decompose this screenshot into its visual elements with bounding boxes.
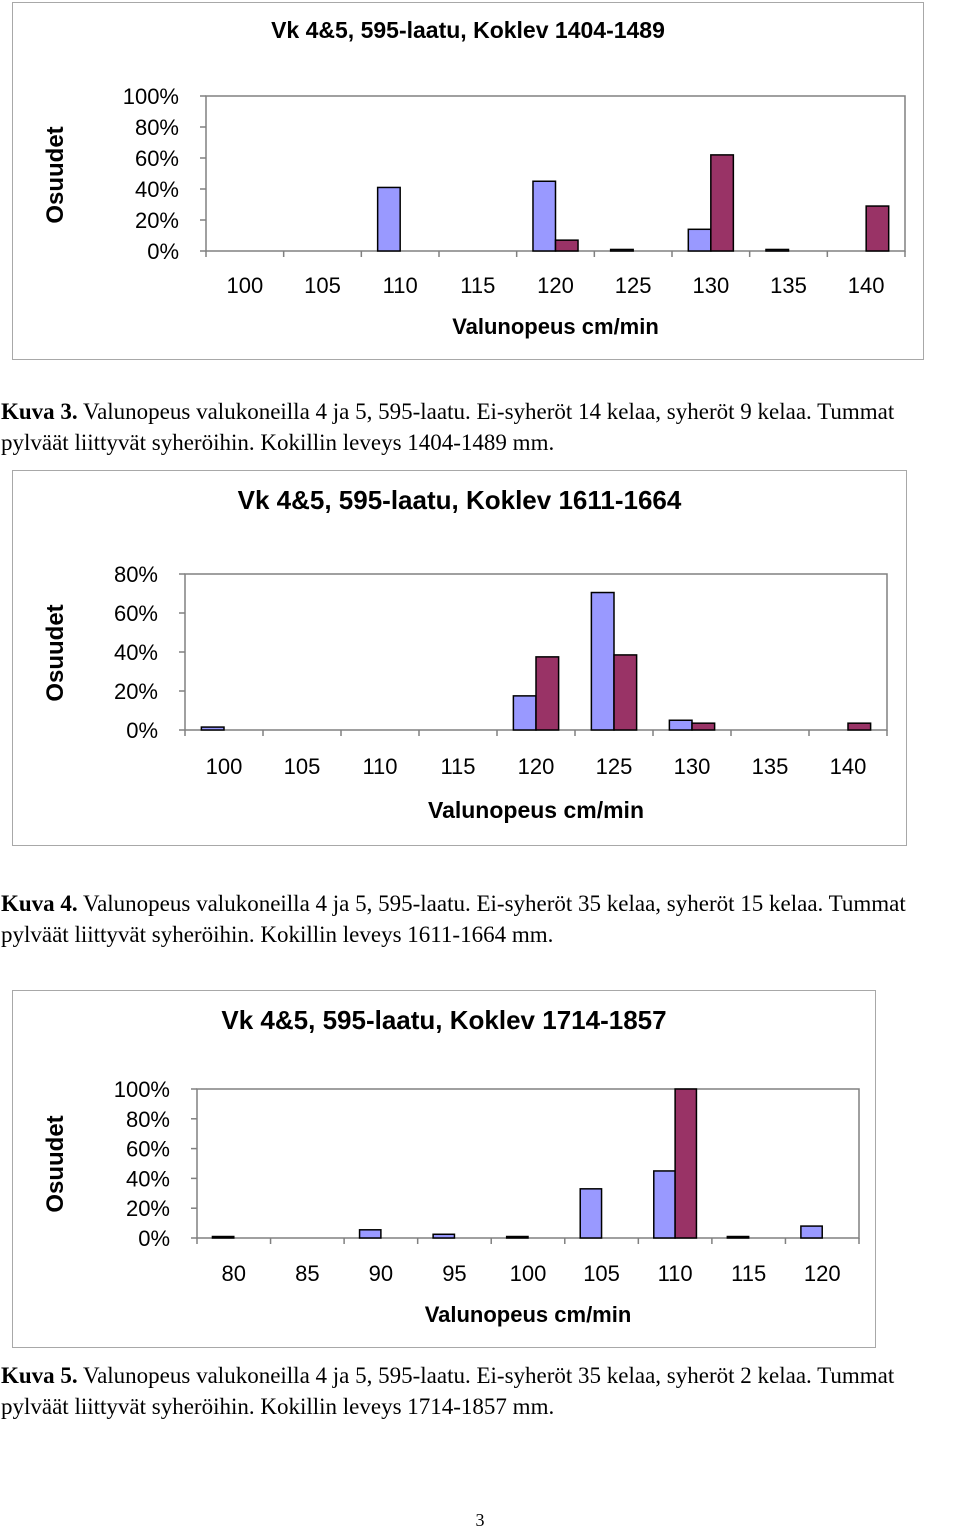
x-tick-label: 120 [518,754,555,779]
chart-1-box: Vk 4&5, 595-laatu, Koklev 1404-1489 0% 20… [12,2,924,360]
bar-light-125 [609,248,634,252]
caption-kuva-4: Kuva 4. Valunopeus valukoneilla 4 ja 5, … [1,888,959,950]
bar-dark-140 [847,722,872,731]
x-tick-label: 105 [284,754,321,779]
y-tick-label: 20% [126,1196,170,1221]
x-tick-label: 125 [615,273,652,298]
x-tick-label: 115 [731,1261,766,1286]
x-axis-label: Valunopeus cm/min [428,797,644,823]
y-axis-label: Osuudet [42,604,69,701]
caption-kuva-5: Kuva 5. Valunopeus valukoneilla 4 ja 5, … [1,1360,959,1422]
y-tick-label: 100% [114,1077,170,1102]
x-tick-label: 100 [226,273,263,298]
bar-dark-110 [674,1088,698,1239]
bar-light-135 [765,248,790,252]
bar-light-100 [200,726,225,731]
bar-light-120 [512,695,537,731]
bar-dark-120 [535,656,560,731]
y-tick-label: 80% [126,1107,170,1132]
x-tick-label: 100 [206,754,243,779]
y-tick-label: 80% [114,562,158,587]
y-tick-label: 40% [126,1166,170,1191]
x-tick-label: 120 [537,273,574,298]
y-tick-label: 60% [126,1137,170,1162]
x-axis-label: Valunopeus cm/min [452,314,659,339]
y-tick-label: 60% [114,601,158,626]
x-tick-label: 140 [848,273,885,298]
chart-3-plot: 0% 20% 40% 60% 80% 100% 80 85 90 95 100 105 110 115 12… [42,1077,860,1327]
caption-kuva-3: Kuva 3. Valunopeus valukoneilla 4 ja 5, … [1,396,959,458]
bar-light-130 [668,719,693,731]
chart-2-title: Vk 4&5, 595-laatu, Koklev 1611-1664 [237,485,682,515]
bar-dark-120 [554,239,579,252]
bar-light-110 [376,186,401,252]
y-tick-label: 0% [147,239,179,264]
y-axis-label: Osuudet [42,1115,69,1212]
y-tick-label: 0% [126,718,158,743]
y-tick-label: 0% [138,1226,170,1251]
bar-light-95 [432,1233,456,1239]
caption-kuva-3-text: Valunopeus valukoneilla 4 ja 5, 595-laat… [1,399,895,455]
chart-2-box: Vk 4&5, 595-laatu, Koklev 1611-1664 0% 20… [12,470,907,846]
bar-light-80 [211,1235,235,1239]
chart-3-title: Vk 4&5, 595-laatu, Koklev 1714-1857 [221,1005,667,1035]
chart-3-box: Vk 4&5, 595-laatu, Koklev 1714-1857 0% 20… [12,990,876,1348]
caption-kuva-5-text: Valunopeus valukoneilla 4 ja 5, 595-laat… [1,1363,895,1419]
bar-light-90 [358,1229,382,1239]
x-tick-label: 135 [770,273,807,298]
plot-frame [196,1088,860,1239]
x-tick-label: 110 [362,754,397,779]
x-tick-label: 90 [369,1261,393,1286]
x-tick-label: 100 [510,1261,547,1286]
x-tick-label: 105 [304,273,341,298]
x-tick-label: 110 [658,1261,693,1286]
x-tick-label: 115 [460,273,495,298]
y-tick-label: 60% [135,146,179,171]
caption-kuva-5-label: Kuva 5. [1,1363,78,1388]
x-tick-label: 110 [383,273,418,298]
bar-light-120 [800,1225,823,1239]
x-tick-label: 140 [830,754,867,779]
y-tick-label: 20% [135,208,179,233]
bar-dark-140 [865,205,890,252]
y-axis-label: Osuudet [42,126,69,223]
page-number: 3 [475,1510,485,1530]
caption-kuva-3-label: Kuva 3. [1,399,78,424]
chart-1-title: Vk 4&5, 595-laatu, Koklev 1404-1489 [271,17,665,43]
x-tick-label: 120 [804,1261,841,1286]
bar-dark-130 [691,722,716,731]
x-tick-label: 115 [440,754,475,779]
x-tick-label: 130 [674,754,711,779]
chart-1-plot: 0% 20% 40% 60% 80% 100% 100 105 110 115 120 125 130 1… [42,84,906,339]
bar-light-120 [532,180,557,252]
x-tick-label: 95 [442,1261,466,1286]
y-tick-label: 80% [135,115,179,140]
bar-dark-130 [710,154,735,252]
y-tick-label: 40% [135,177,179,202]
x-tick-label: 85 [295,1261,319,1286]
y-tick-label: 20% [114,679,158,704]
x-axis-label: Valunopeus cm/min [425,1302,632,1327]
chart-2-plot: 0% 20% 40% 60% 80% 100 105 110 115 120 125 130 135 14… [42,562,888,823]
bar-light-115 [726,1235,750,1239]
bar-light-110 [653,1170,676,1239]
y-tick-label: 40% [114,640,158,665]
bar-light-125 [590,591,615,731]
x-tick-label: 80 [222,1261,246,1286]
bar-light-100 [505,1235,529,1239]
bar-dark-125 [613,654,638,731]
y-tick-label: 100% [123,84,179,109]
x-tick-label: 125 [596,754,633,779]
caption-kuva-4-label: Kuva 4. [1,891,78,916]
bar-light-105 [579,1188,603,1239]
bar-light-130 [687,228,712,252]
caption-kuva-4-text: Valunopeus valukoneilla 4 ja 5, 595-laat… [1,891,906,947]
x-tick-label: 130 [692,273,729,298]
x-tick-label: 105 [583,1261,620,1286]
x-tick-label: 135 [752,754,789,779]
